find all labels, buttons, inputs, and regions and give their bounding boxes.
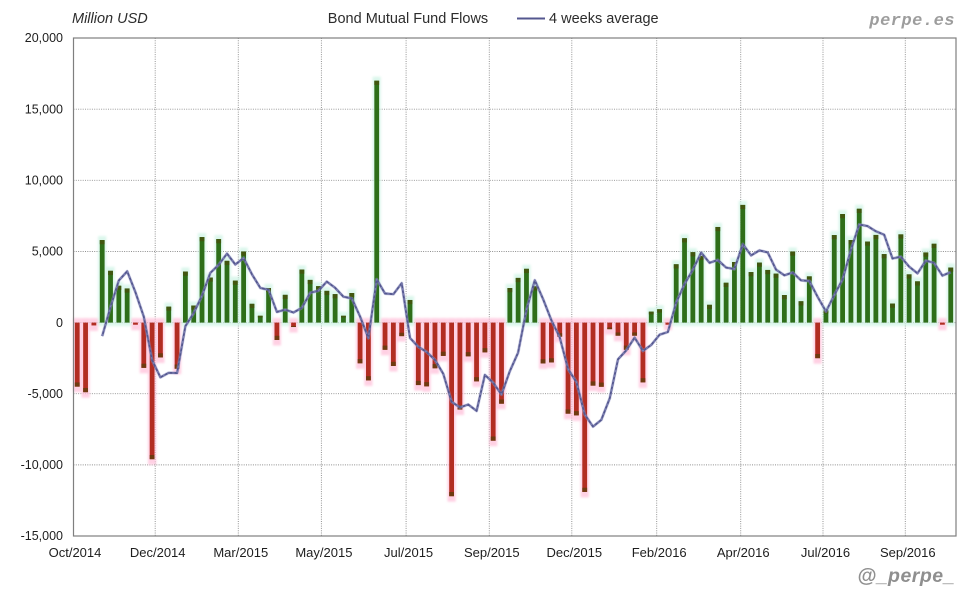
svg-text:Sep/2015: Sep/2015 <box>464 545 520 560</box>
svg-text:May/2015: May/2015 <box>295 545 352 560</box>
svg-text:Dec/2014: Dec/2014 <box>130 545 186 560</box>
svg-text:-10,000: -10,000 <box>21 458 63 472</box>
svg-text:Sep/2016: Sep/2016 <box>880 545 936 560</box>
svg-text:10,000: 10,000 <box>25 174 63 188</box>
svg-text:Dec/2015: Dec/2015 <box>546 545 602 560</box>
svg-text:0: 0 <box>56 316 63 330</box>
svg-text:-5,000: -5,000 <box>28 387 63 401</box>
svg-text:Bond Mutual Fund Flows: Bond Mutual Fund Flows <box>328 11 488 27</box>
svg-text:4 weeks average: 4 weeks average <box>549 11 659 27</box>
svg-text:5,000: 5,000 <box>32 245 63 259</box>
svg-text:15,000: 15,000 <box>25 102 63 116</box>
svg-text:Jul/2015: Jul/2015 <box>384 545 433 560</box>
svg-text:-15,000: -15,000 <box>21 529 63 543</box>
svg-text:perpe.es: perpe.es <box>868 12 955 31</box>
svg-text:Apr/2016: Apr/2016 <box>717 545 770 560</box>
svg-text:Feb/2016: Feb/2016 <box>632 545 687 560</box>
svg-text:@_perpe_: @_perpe_ <box>857 565 955 587</box>
svg-text:20,000: 20,000 <box>25 31 63 45</box>
svg-text:Jul/2016: Jul/2016 <box>801 545 850 560</box>
svg-text:Mar/2015: Mar/2015 <box>213 545 268 560</box>
svg-text:Oct/2014: Oct/2014 <box>49 545 102 560</box>
svg-text:Million USD: Million USD <box>72 11 148 27</box>
